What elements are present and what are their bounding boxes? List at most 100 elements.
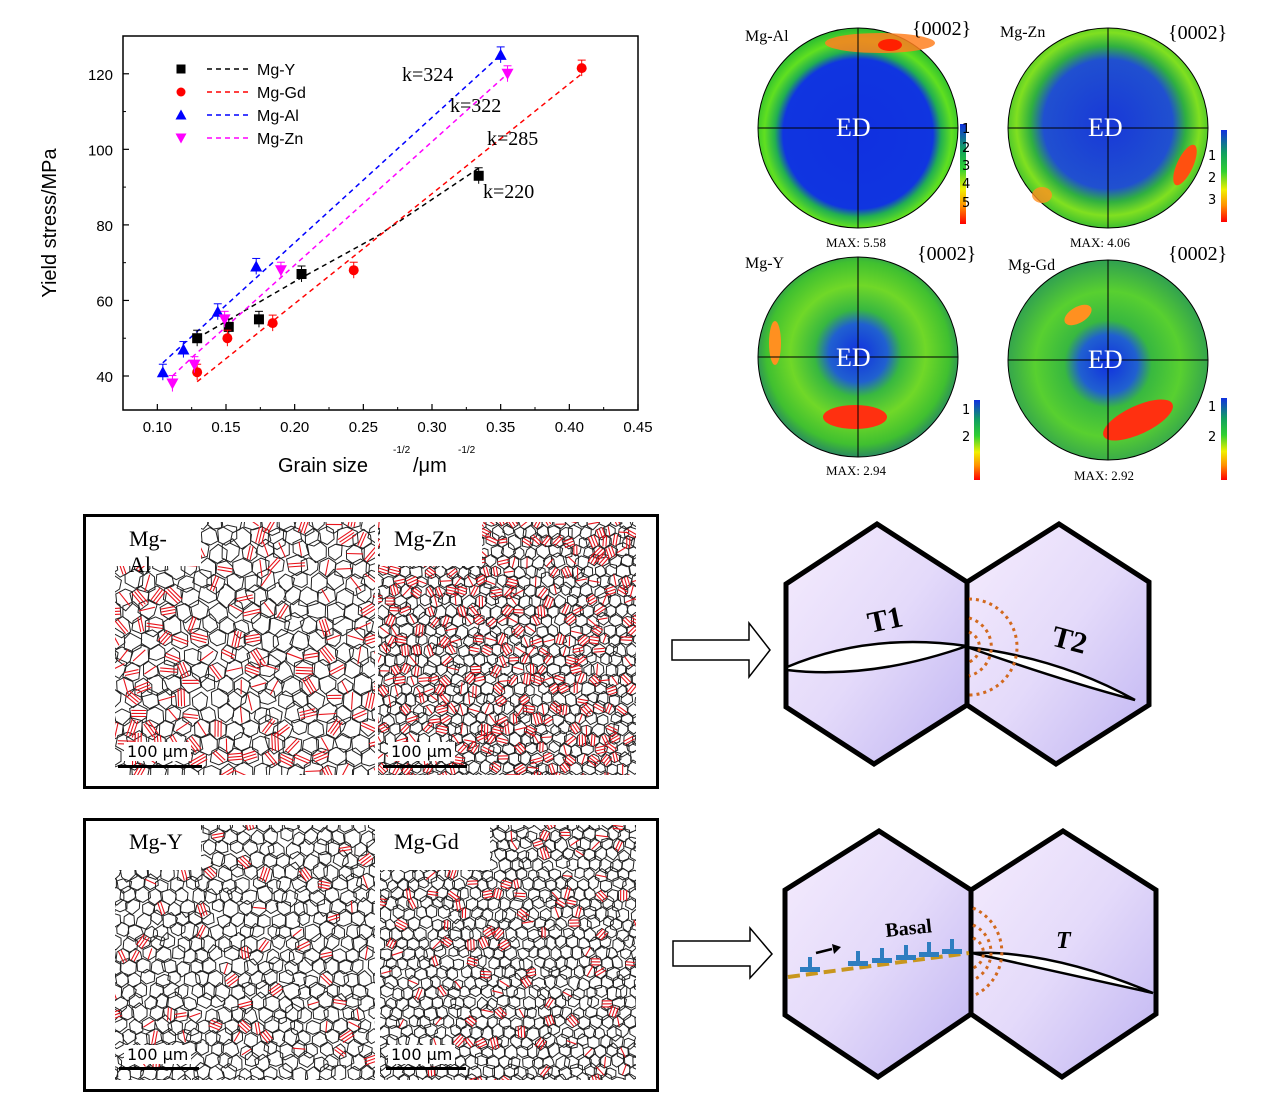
data-point-mg-al xyxy=(156,366,169,378)
pole-figure-mg-y xyxy=(757,256,980,480)
pf-ed-mg-gd: ED xyxy=(1088,345,1123,374)
yield-stress-chart: 0.10 0.15 0.20 0.25 0.30 0.35 0.40 0.45 40 60 80 10… xyxy=(39,35,653,477)
annotation-k324: k=324 xyxy=(402,64,453,86)
micro-tag-mg-al: Mg-Al xyxy=(115,522,201,577)
twin-lamella-t2 xyxy=(966,645,1136,702)
cbar-y-tick-1: 1 xyxy=(962,403,971,418)
y-axis-label: Yield stress/MPa xyxy=(39,147,61,297)
micro-tag-mg-zn: Mg-Zn xyxy=(380,522,482,566)
micro-tag-mg-gd: Mg-Gd xyxy=(380,825,490,870)
data-point-mg-zn xyxy=(218,314,231,326)
legend-marker-mg-al xyxy=(175,109,187,120)
pf-max-mg-zn: MAX: 4.06 xyxy=(1070,235,1130,250)
x-tick-label: 0.10 xyxy=(143,419,172,436)
data-point-mg-zn xyxy=(166,378,179,390)
arrow-right-icon xyxy=(671,620,771,680)
data-point-mg-zn xyxy=(274,265,287,277)
cbar-al-tick-1: 1 xyxy=(962,122,971,137)
cbar-al-tick-3: 3 xyxy=(962,159,971,174)
grain-hexagon-right xyxy=(964,521,1152,767)
data-point-mg-al xyxy=(250,260,263,272)
pf-plane-mg-gd: {0002} xyxy=(1168,243,1228,265)
pole-figure-mg-gd xyxy=(1007,259,1227,480)
ebsd-map-mg-y xyxy=(115,825,375,1080)
pf-plane-mg-zn: {0002} xyxy=(1168,22,1228,44)
data-point-mg-zn xyxy=(501,68,514,80)
scale-label-mg-y: 100 μm xyxy=(124,1045,192,1064)
y-tick-label: 80 xyxy=(96,218,113,235)
data-point-mg-gd xyxy=(267,318,278,329)
y-tick-label: 120 xyxy=(88,67,113,84)
fit-line-mg-zn xyxy=(171,73,509,377)
slip-direction-arrow-icon xyxy=(815,944,841,955)
fit-line-mg-gd xyxy=(196,73,583,383)
x-tick-label: 0.35 xyxy=(486,419,515,436)
fit-line-mg-y xyxy=(196,167,480,339)
data-point-mg-zn xyxy=(188,359,201,371)
scale-label-mg-zn: 100 μm xyxy=(388,742,456,761)
grain-hexagon-right xyxy=(968,828,1159,1081)
x-tick-label: 0.15 xyxy=(211,419,240,436)
legend-label-mg-al: Mg-Al xyxy=(257,108,299,125)
cbar-al-tick-2: 2 xyxy=(962,141,971,156)
data-point-mg-y xyxy=(253,314,264,325)
x-tick-label: 0.40 xyxy=(555,419,584,436)
pf-alloy-mg-gd: Mg-Gd xyxy=(1008,257,1056,274)
arrow-right-icon xyxy=(672,925,773,980)
scale-bar-mg-zn xyxy=(383,765,467,768)
grain-boundaries xyxy=(115,825,375,1080)
cbar-y-tick-2: 2 xyxy=(962,430,971,445)
data-point-mg-al xyxy=(494,48,507,60)
scale-bar-mg-y xyxy=(119,1067,199,1070)
pole-figure-mg-zn xyxy=(1007,27,1227,229)
legend-marker-mg-zn xyxy=(175,133,187,144)
x-tick-label: 0.20 xyxy=(280,419,309,436)
annotation-k322: k=322 xyxy=(450,95,501,117)
cbar-al-tick-5: 5 xyxy=(962,196,971,211)
data-point-mg-gd xyxy=(348,265,359,276)
annotation-k220: k=220 xyxy=(483,181,534,203)
x-axis-unit: /μm xyxy=(413,455,447,477)
data-point-mg-y xyxy=(296,269,307,279)
data-point-mg-al xyxy=(177,343,190,355)
x-axis-label: Grain size xyxy=(278,455,368,477)
cbar-al-tick-4: 4 xyxy=(962,177,971,192)
scale-bar-mg-al xyxy=(118,765,202,768)
pf-max-mg-al: MAX: 5.58 xyxy=(826,235,886,250)
pole-figure-mg-al xyxy=(757,27,966,229)
pf-max-mg-gd: MAX: 2.92 xyxy=(1074,468,1134,483)
x-tick-label: 0.45 xyxy=(623,419,652,436)
schematic-twin-transfer: T1 T2 xyxy=(671,521,1152,767)
y-tick-label: 100 xyxy=(88,142,113,159)
pf-ed-mg-zn: ED xyxy=(1088,113,1123,142)
pf-plane-mg-y: {0002} xyxy=(917,243,977,265)
cbar-gd-tick-2: 2 xyxy=(1208,430,1217,445)
y-tick-label: 40 xyxy=(96,369,113,386)
data-point-mg-al xyxy=(211,305,224,317)
data-point-mg-y xyxy=(192,333,203,344)
y-tick-label: 60 xyxy=(96,293,113,310)
data-point-mg-gd xyxy=(576,63,587,74)
legend-label-mg-gd: Mg-Gd xyxy=(257,85,306,102)
plot-frame xyxy=(122,35,639,411)
dislocations xyxy=(800,939,962,972)
slip-label-basal: Basal xyxy=(884,915,933,942)
x-tick-label: 0.30 xyxy=(417,419,446,436)
twin-label-t1: T1 xyxy=(865,600,906,640)
twin-label-t: T xyxy=(1056,928,1072,954)
scale-label-mg-gd: 100 μm xyxy=(388,1045,456,1064)
schematic-slip-twin: Basal T xyxy=(672,828,1159,1081)
cbar-gd-tick-1: 1 xyxy=(1208,400,1217,415)
data-point-mg-y xyxy=(223,321,234,332)
stress-concentration-icon xyxy=(968,597,1019,697)
x-axis-unit-sup2: -1/2 xyxy=(458,445,476,456)
cbar-zn-tick-3: 3 xyxy=(1208,193,1217,208)
legend-label-mg-zn: Mg-Zn xyxy=(257,131,303,148)
cbar-zn-tick-1: 1 xyxy=(1208,149,1217,164)
pf-alloy-mg-al: Mg-Al xyxy=(745,28,789,45)
legend-marker-mg-y xyxy=(176,64,186,74)
legend-label-mg-y: Mg-Y xyxy=(257,62,296,79)
x-tick-label: 0.25 xyxy=(349,419,378,436)
pf-ed-mg-al: ED xyxy=(836,113,871,142)
pf-alloy-mg-y: Mg-Y xyxy=(745,255,785,272)
